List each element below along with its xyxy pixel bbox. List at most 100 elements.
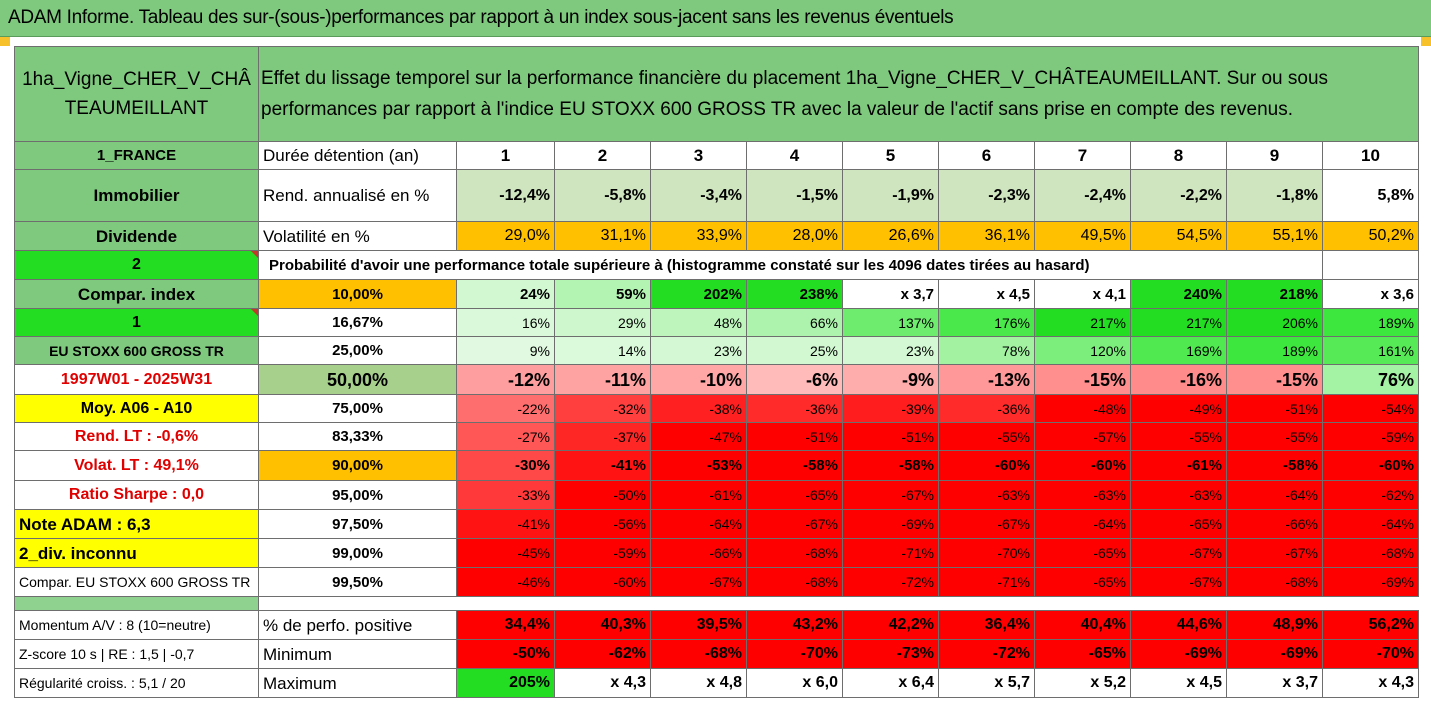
year-header: 7 [1034, 141, 1131, 170]
rendement-value: -1,9% [842, 169, 939, 222]
year-header: 8 [1130, 141, 1227, 170]
empty-cell [1226, 250, 1323, 280]
quantile-row: Volat. LT : 49,1% 90,00% -30% -41% -53% -58% -… [14, 450, 1419, 481]
volatility-value: 26,6% [842, 221, 939, 251]
rendement-value: -2,4% [1034, 169, 1131, 222]
quantile-value: -58% [1226, 450, 1323, 481]
quantile-value: -16% [1130, 364, 1227, 395]
quantile-value: -58% [842, 450, 939, 481]
quantile-value: -67% [1130, 538, 1227, 568]
side-label: Volat. LT : 49,1% [14, 450, 259, 481]
rendement-value: 5,8% [1322, 169, 1419, 222]
rendement-value: -3,4% [650, 169, 747, 222]
volatility-value: 55,1% [1226, 221, 1323, 251]
quantile-value: -65% [1034, 538, 1131, 568]
quantile-value: x 3,7 [842, 279, 939, 309]
rendement-value: -1,8% [1226, 169, 1323, 222]
quantile-value: -30% [456, 450, 555, 481]
stat-value: -70% [746, 639, 843, 669]
quantile-value: -61% [650, 480, 747, 510]
quantile-label: 90,00% [258, 450, 457, 481]
quantile-value: -9% [842, 364, 939, 395]
quantile-label: 99,50% [258, 567, 457, 597]
quantile-value: -59% [1322, 422, 1419, 451]
quantile-label: 16,67% [258, 308, 457, 337]
quantile-label: 97,50% [258, 509, 457, 539]
duration-row: 1_FRANCE Durée détention (an) 1 2 3 4 5 6 7 8 9 10 [14, 141, 1419, 170]
quantile-value: 189% [1322, 308, 1419, 337]
quantile-value: -64% [1322, 509, 1419, 539]
quantile-value: -41% [456, 509, 555, 539]
side-label: 1 [14, 308, 259, 337]
side-label: Moy. A06 - A10 [14, 394, 259, 423]
quantile-row: Ratio Sharpe : 0,0 95,00% -33% -50% -61% -65%… [14, 480, 1419, 510]
quantile-label: 95,00% [258, 480, 457, 510]
side-label: 1997W01 - 2025W31 [14, 364, 259, 395]
category-label: Immobilier [14, 169, 259, 222]
quantile-label: 75,00% [258, 394, 457, 423]
volatility-value: 36,1% [938, 221, 1035, 251]
quantile-value: -13% [938, 364, 1035, 395]
quantile-value: 24% [456, 279, 555, 309]
stat-value: -62% [554, 639, 651, 669]
description: Effet du lissage temporel sur la perform… [258, 46, 1419, 142]
country-label: 1_FRANCE [14, 141, 259, 170]
quantile-value: -65% [746, 480, 843, 510]
quantile-row: 1 16,67% 16% 29% 48% 66% 137% 176% 217% 217% 206% 1… [14, 308, 1419, 337]
stat-value: 56,2% [1322, 610, 1419, 640]
quantile-value: 23% [842, 336, 939, 365]
side-label: Compar. EU STOXX 600 GROSS TR [14, 567, 259, 597]
stat-label: Maximum [258, 668, 457, 698]
quantile-value: -70% [938, 538, 1035, 568]
quantile-row: 1997W01 - 2025W31 50,00% -12% -11% -10% -6% -9… [14, 364, 1419, 395]
quantile-value: -64% [1034, 509, 1131, 539]
year-header: 6 [938, 141, 1035, 170]
quantile-value: -67% [746, 509, 843, 539]
side-label: EU STOXX 600 GROSS TR [14, 336, 259, 365]
stat-value: -68% [650, 639, 747, 669]
empty-cell [1322, 250, 1419, 280]
probability-label: Probabilité d'avoir une performance tota… [258, 250, 1227, 280]
quantile-row: Note ADAM : 6,3 97,50% -41% -56% -64% -67% -69… [14, 509, 1419, 539]
stat-value: 44,6% [1130, 610, 1227, 640]
quantile-value: -11% [554, 364, 651, 395]
quantile-value: -55% [938, 422, 1035, 451]
stat-value: x 3,7 [1226, 668, 1323, 698]
stat-value: -65% [1034, 639, 1131, 669]
volatility-label: Volatilité en % [258, 221, 457, 251]
quantile-value: -53% [650, 450, 747, 481]
page-title: ADAM Informe. Tableau des sur-(sous-)per… [8, 7, 954, 28]
quantile-value: -67% [1226, 538, 1323, 568]
quantile-value: 16% [456, 308, 555, 337]
rendement-value: -12,4% [456, 169, 555, 222]
quantile-value: -50% [554, 480, 651, 510]
quantile-value: -55% [1226, 422, 1323, 451]
quantile-value: -72% [842, 567, 939, 597]
stat-value: x 5,2 [1034, 668, 1131, 698]
quantile-value: x 4,5 [938, 279, 1035, 309]
quantile-value: 120% [1034, 336, 1131, 365]
quantile-value: 76% [1322, 364, 1419, 395]
stat-value: x 6,0 [746, 668, 843, 698]
quantile-value: -67% [1130, 567, 1227, 597]
stat-value: 34,4% [456, 610, 555, 640]
quantile-value: -51% [746, 422, 843, 451]
stat-value: x 4,5 [1130, 668, 1227, 698]
quantile-value: -68% [746, 538, 843, 568]
stat-value: 36,4% [938, 610, 1035, 640]
year-header: 1 [456, 141, 555, 170]
quantile-value: -59% [554, 538, 651, 568]
stat-value: 40,3% [554, 610, 651, 640]
volatility-value: 50,2% [1322, 221, 1419, 251]
rendement-value: -5,8% [554, 169, 651, 222]
quantile-value: -63% [1034, 480, 1131, 510]
quantile-value: 218% [1226, 279, 1323, 309]
quantile-label: 99,00% [258, 538, 457, 568]
quantile-label: 10,00% [258, 279, 457, 309]
quantile-label: 25,00% [258, 336, 457, 365]
quantile-value: 9% [456, 336, 555, 365]
side-label: Note ADAM : 6,3 [14, 509, 259, 539]
stat-value: x 6,4 [842, 668, 939, 698]
quantile-value: x 3,6 [1322, 279, 1419, 309]
quantile-value: -51% [1226, 394, 1323, 423]
